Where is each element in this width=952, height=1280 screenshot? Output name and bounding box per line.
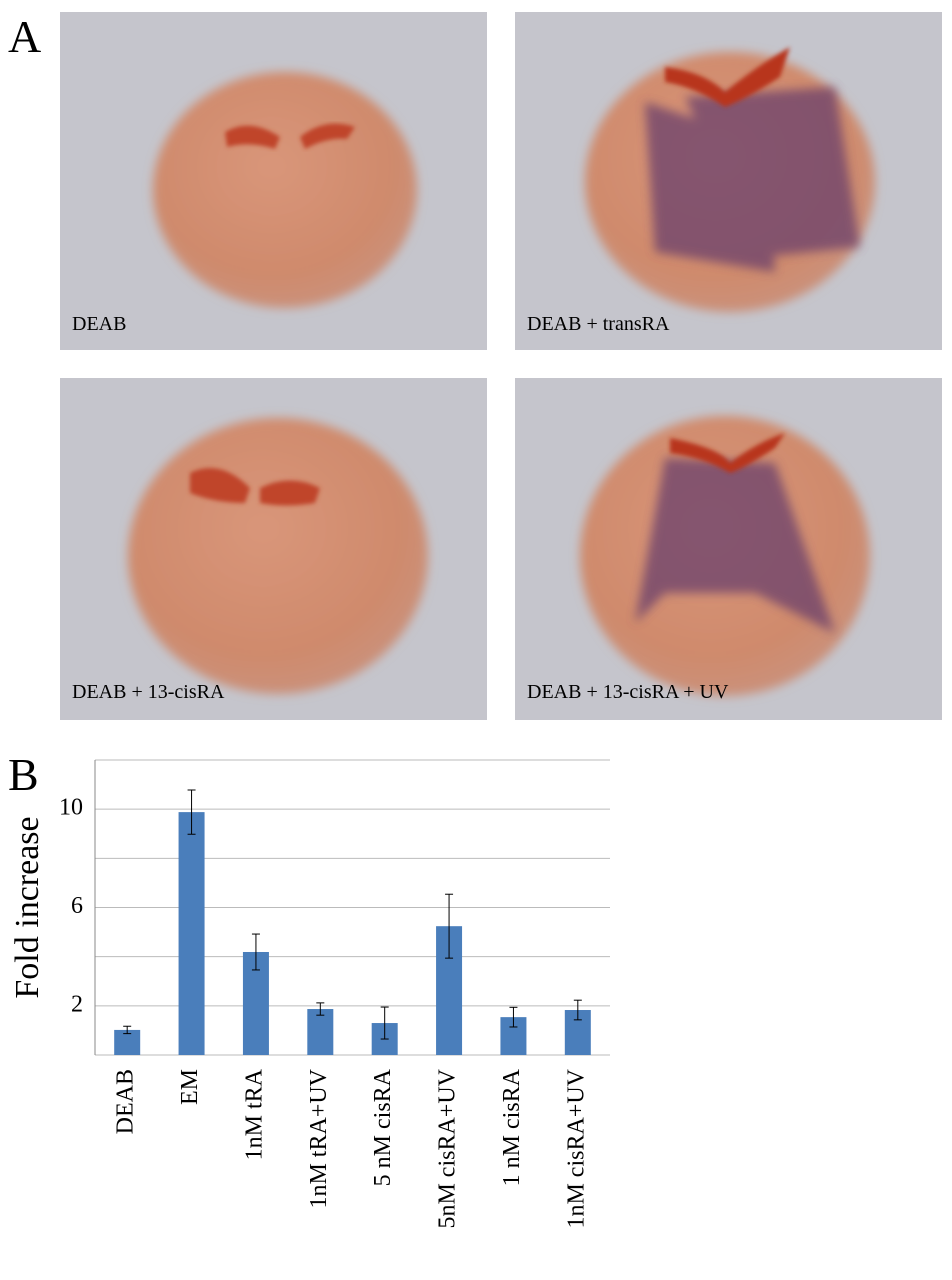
micrograph: DEAB xyxy=(60,12,487,350)
panel-letter: A xyxy=(8,11,41,62)
micrograph: DEAB + 13-cisRA + UV xyxy=(515,378,942,720)
x-tick-label: 1nM tRA+UV xyxy=(306,1068,332,1208)
x-tick-label: EM xyxy=(177,1069,203,1105)
y-tick-label: 6 xyxy=(71,893,83,919)
y-tick-label: 2 xyxy=(71,991,83,1017)
x-tick-label: DEAB xyxy=(113,1069,139,1134)
y-tick-label: 10 xyxy=(59,795,83,821)
image-label: DEAB xyxy=(72,313,126,335)
image-label: DEAB + 13-cisRA + UV xyxy=(527,681,729,703)
x-tick-label: 5nM cisRA+UV xyxy=(435,1068,461,1228)
x-tick-label: 5 nM cisRA xyxy=(370,1068,396,1186)
x-tick-label: 1nM tRA xyxy=(241,1068,267,1160)
bar xyxy=(307,1009,334,1055)
y-axis-label: Fold increase xyxy=(9,816,46,998)
bar-chart: 2 6 10 Fold increase DEAB EM 1nM tRA 1nM tRA+UV… xyxy=(9,759,610,1229)
micrograph: DEAB + 13-cisRA xyxy=(60,378,487,720)
panel-letter: B xyxy=(8,749,39,800)
micrograph: DEAB + transRA xyxy=(515,12,942,350)
bar xyxy=(178,812,205,1055)
image-label: DEAB + transRA xyxy=(527,313,670,335)
image-label: DEAB + 13-cisRA xyxy=(72,681,225,703)
x-tick-label: 1nM cisRA+UV xyxy=(563,1068,589,1228)
x-tick-label: 1 nM cisRA xyxy=(499,1068,525,1186)
